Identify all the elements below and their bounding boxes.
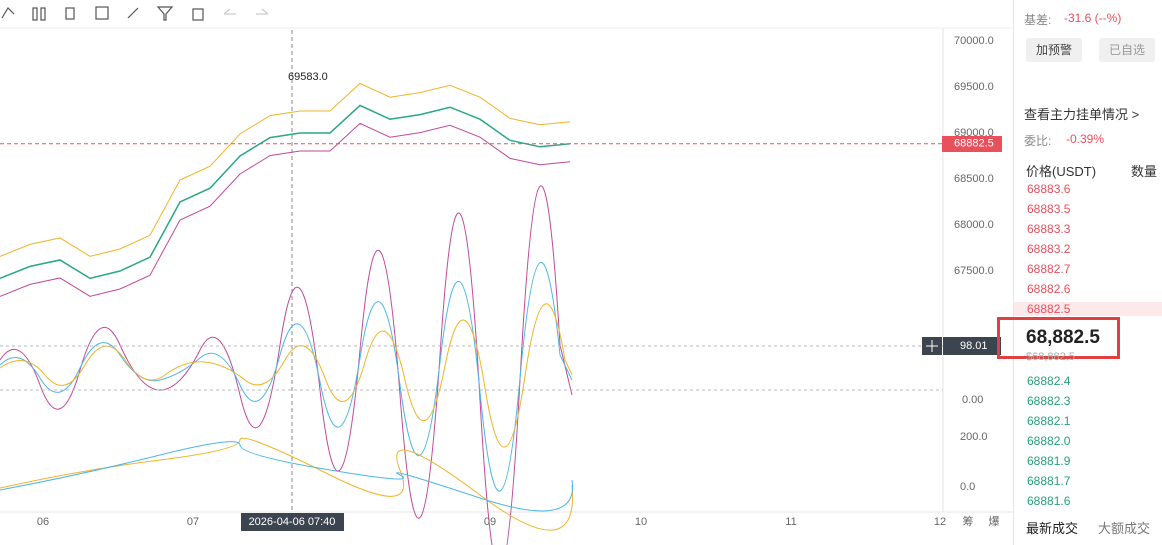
upper-band xyxy=(0,82,571,257)
side-tab: 爆 xyxy=(989,514,1000,528)
date-label: 06 xyxy=(37,516,49,528)
price-tick-label: 70000.0 xyxy=(954,35,994,47)
qty-header: 数量 xyxy=(1131,164,1158,179)
basis-value: -31.6 (--%) xyxy=(1064,11,1122,25)
bid-price: 68882.3 xyxy=(1027,394,1071,408)
watchlist-button[interactable]: 已自选 xyxy=(1099,38,1155,62)
bid-price: 68882.1 xyxy=(1027,414,1071,428)
date-label: 12 xyxy=(934,516,946,528)
crosshair-time: 2026-04-06 07:40 xyxy=(249,516,336,528)
highlight-box xyxy=(997,317,1120,359)
bid-price: 68882.4 xyxy=(1027,374,1071,388)
bid-price: 68881.9 xyxy=(1027,454,1071,468)
macd-tick-label: 200.0 xyxy=(960,431,988,443)
lower-band xyxy=(0,122,571,297)
side-tab: 筹 xyxy=(963,514,974,528)
macd-tick-label: 0.0 xyxy=(960,481,975,493)
ratio-label: 委比: xyxy=(1024,134,1052,148)
ratio-value: -0.39% xyxy=(1066,132,1105,146)
indicator-tag-bg xyxy=(943,337,1001,355)
date-label: 10 xyxy=(635,516,647,528)
indicator-zero: 0.00 xyxy=(962,394,983,406)
price-tick-label: 69000.0 xyxy=(954,127,994,139)
orders-link[interactable]: 查看主力挂单情况 > xyxy=(1024,107,1140,122)
price-tick-label: 67500.0 xyxy=(954,265,994,277)
price-tick-label: 69500.0 xyxy=(954,81,994,93)
price-line xyxy=(0,104,571,280)
ask-price: 68882.7 xyxy=(1027,262,1071,276)
price-header: 价格(USDT) xyxy=(1026,164,1097,179)
large-trades-tab[interactable]: 大额成交 xyxy=(1098,521,1151,536)
high-label: 69583.0 xyxy=(288,71,328,83)
price-tick-label: 68000.0 xyxy=(954,219,994,231)
side-panel: 基差: -31.6 (--%) 加预警 已自选 查看主力挂单情况 > 委比: -… xyxy=(997,0,1162,545)
time-tag-bg xyxy=(241,513,344,531)
price-tag-bg xyxy=(942,136,1002,152)
ask-price: 68882.5 xyxy=(1014,302,1162,316)
chart: 70000.0 69500.0 69000.0 68500.0 68000.0 67500… xyxy=(0,6,1012,545)
bid-price: 68882.0 xyxy=(1027,434,1071,448)
date-label: 09 xyxy=(484,516,496,528)
indicator-lines xyxy=(0,185,943,545)
toolbar-icons xyxy=(1,6,269,21)
current-price-label: 68882.5 xyxy=(954,138,994,150)
price-tick-label: 68500.0 xyxy=(954,173,994,185)
ask-price: 68883.5 xyxy=(1027,202,1071,216)
date-label: 07 xyxy=(187,516,199,528)
ask-price: 68883.2 xyxy=(1027,242,1071,256)
bid-price: 68881.6 xyxy=(1027,494,1071,508)
ask-price: 68883.3 xyxy=(1027,222,1071,236)
last-price-usd: $68,882.5 xyxy=(1026,351,1075,363)
trades-tab[interactable]: 最新成交 xyxy=(1026,521,1079,536)
last-price: 68,882.5 xyxy=(1026,327,1100,348)
ask-price: 68883.6 xyxy=(1027,182,1071,196)
plus-icon xyxy=(926,340,938,352)
bid-price: 68881.7 xyxy=(1027,474,1071,488)
indicator-value: 98.01 xyxy=(960,340,988,352)
basis-label: 基差: xyxy=(1024,13,1052,27)
alert-button[interactable]: 加预警 xyxy=(1026,38,1082,62)
date-label: 11 xyxy=(785,516,796,528)
ask-price: 68882.6 xyxy=(1027,282,1071,296)
